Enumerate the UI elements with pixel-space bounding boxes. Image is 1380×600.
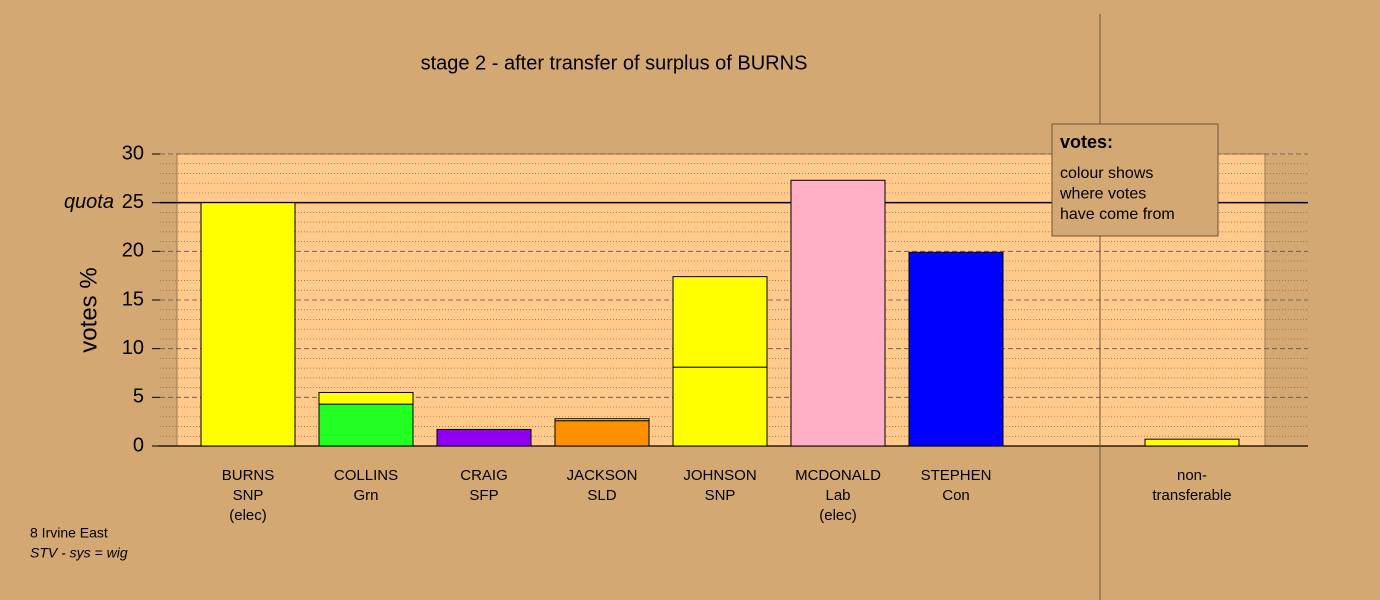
x-tick-label: SFP	[469, 487, 498, 504]
x-tick-label: BURNS	[222, 467, 275, 484]
quota-label: quota	[64, 191, 114, 213]
y-tick-label: 20	[122, 240, 144, 262]
x-tick-label: MCDONALD	[795, 467, 881, 484]
x-tick-label: COLLINS	[334, 467, 398, 484]
bar-segment	[318, 403, 414, 447]
bar-segment	[672, 276, 768, 368]
y-tick-label: 15	[122, 288, 144, 310]
legend-text: colour shows	[1060, 165, 1153, 182]
x-tick-label: (elec)	[229, 507, 267, 524]
x-tick-label: STEPHEN	[921, 467, 992, 484]
bar-segment	[436, 428, 532, 447]
y-tick-label: 25	[122, 191, 144, 213]
x-tick-label: SNP	[233, 487, 264, 504]
bar-segment	[908, 251, 1004, 447]
bar-segment	[1144, 438, 1240, 447]
x-tick-label: CRAIG	[460, 467, 508, 484]
footer-line: 8 Irvine East	[30, 525, 108, 541]
legend-text: where votes	[1059, 186, 1146, 203]
legend-text: have come from	[1060, 206, 1175, 223]
y-axis-label: votes %	[75, 267, 102, 352]
x-tick-label: Con	[942, 487, 970, 504]
x-tick-label: JOHNSON	[683, 467, 756, 484]
y-tick-label: 10	[122, 337, 144, 359]
bar-segment	[554, 418, 650, 422]
bar-segment	[200, 202, 296, 447]
x-tick-label: SLD	[587, 487, 616, 504]
y-tick-label: 0	[133, 434, 144, 456]
chart-title: stage 2 - after transfer of surplus of B…	[421, 52, 808, 74]
bar-segment	[554, 420, 650, 447]
legend-title: votes:	[1060, 132, 1113, 152]
bar-segment	[672, 366, 768, 447]
x-tick-label: (elec)	[819, 507, 857, 524]
x-tick-label: non-	[1177, 467, 1207, 484]
legend-box	[1051, 123, 1219, 237]
x-tick-label: transferable	[1152, 487, 1231, 504]
y-tick-label: 5	[133, 386, 144, 408]
x-tick-label: SNP	[705, 487, 736, 504]
x-tick-label: Grn	[353, 487, 378, 504]
x-tick-label: JACKSON	[567, 467, 638, 484]
x-tick-label: Lab	[825, 487, 850, 504]
footer-line: STV - sys = wig	[30, 545, 128, 561]
bar-segment	[790, 179, 886, 447]
y-tick-label: 30	[122, 142, 144, 164]
bar-segment	[318, 391, 414, 405]
